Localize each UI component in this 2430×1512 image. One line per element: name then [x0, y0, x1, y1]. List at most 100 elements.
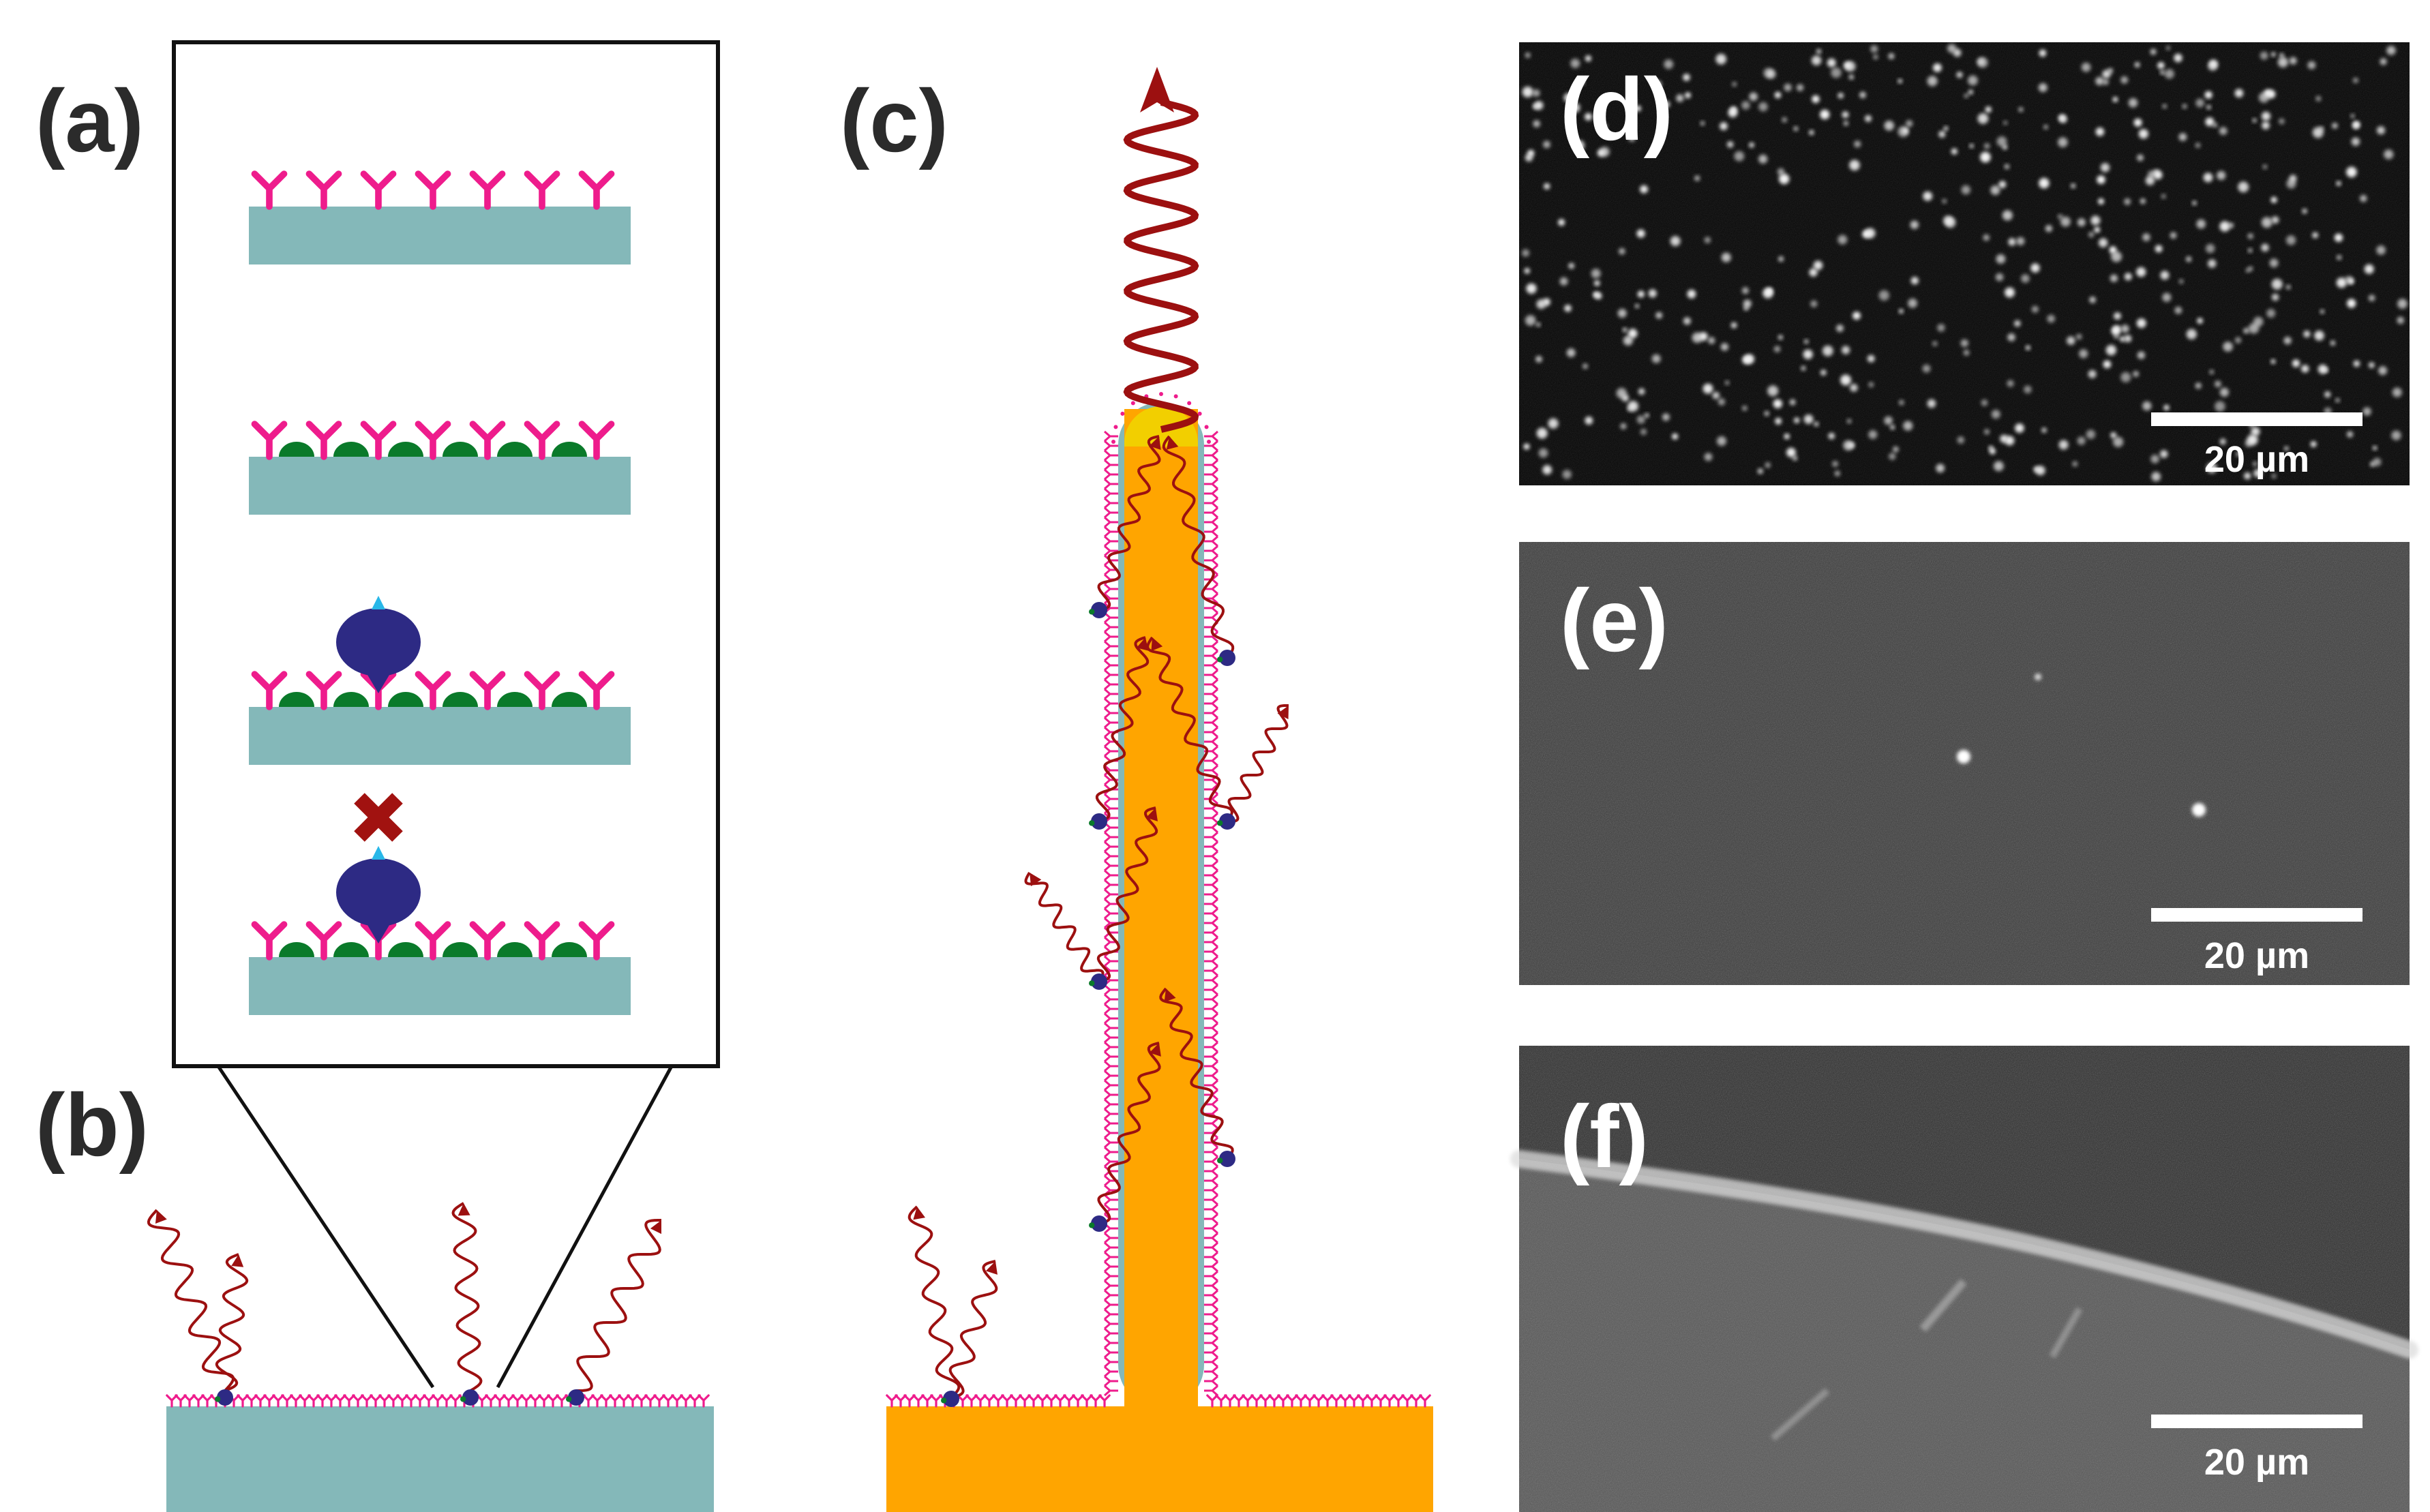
- antibody-icon: [1204, 1060, 1218, 1072]
- arrowhead: [1164, 988, 1176, 1002]
- emission-wave-icon: [1162, 435, 1235, 659]
- antibody-icon: [1104, 621, 1118, 633]
- antibody-icon: [1104, 1289, 1118, 1301]
- antibody-icon: [360, 170, 397, 210]
- antibody-icon: [1120, 411, 1125, 416]
- antibody-icon: [1104, 1155, 1118, 1168]
- antibody-icon: [494, 1394, 506, 1408]
- antibody-icon: [1104, 1117, 1118, 1130]
- antibody-icon: [1104, 707, 1118, 719]
- scale-label-e: 20 µm: [2204, 935, 2309, 976]
- antibody-icon: [1204, 955, 1218, 967]
- panel-label-b: (b): [35, 1075, 149, 1175]
- antibody-icon: [1104, 1022, 1118, 1034]
- antibody-icon: [1104, 1365, 1118, 1378]
- antibody-icon: [1204, 755, 1218, 767]
- antibody-icon: [957, 1394, 969, 1408]
- antibody-icon: [1204, 440, 1218, 452]
- antibody-icon: [1104, 984, 1118, 996]
- blocking-protein-icon: [552, 692, 587, 707]
- blocking-protein-icon: [497, 442, 532, 457]
- antibody-icon: [415, 921, 451, 961]
- antibody-icon: [245, 1394, 258, 1408]
- analyte-icon: [1091, 973, 1107, 990]
- scale-label-d: 20 µm: [2204, 439, 2309, 480]
- analyte-icon: [1091, 1215, 1107, 1232]
- antibody-icon: [1104, 1146, 1118, 1158]
- antibody-icon: [538, 1394, 550, 1408]
- arrowhead: [913, 1207, 926, 1220]
- antibody-icon: [1104, 659, 1118, 671]
- blocking-protein-icon: [1217, 1158, 1223, 1164]
- antibody-icon: [1204, 898, 1218, 910]
- spot: [2192, 803, 2206, 817]
- antibody-icon: [502, 1394, 515, 1408]
- antibody-icon: [1104, 898, 1118, 910]
- antibody-icon: [992, 1394, 1004, 1408]
- antibody-icon: [1028, 1394, 1040, 1408]
- scale-bar-d: [2151, 412, 2362, 426]
- antibody-icon: [1111, 440, 1115, 444]
- antibody-icon: [281, 1394, 293, 1408]
- antibody-icon: [1104, 1136, 1118, 1149]
- antibody-icon: [1204, 936, 1218, 948]
- antibody-icon: [1204, 1241, 1218, 1254]
- antibody-icon: [237, 1394, 249, 1408]
- antibody-icon: [1204, 1003, 1218, 1015]
- antibody-icon: [449, 1394, 462, 1408]
- guided-and-emitted-waves: [907, 435, 1289, 1399]
- antibody-icon: [1130, 401, 1135, 406]
- antibody-icon: [1204, 869, 1218, 881]
- antibody-icon: [1204, 1308, 1218, 1320]
- antibody-icon: [1286, 1394, 1298, 1408]
- analyte-icon: [1219, 650, 1235, 666]
- antibody-icon: [272, 1394, 284, 1408]
- antibody-icon: [1010, 1394, 1022, 1408]
- antibody-icon: [689, 1394, 701, 1408]
- antibody-icon: [1104, 1012, 1118, 1025]
- arrowhead: [155, 1210, 167, 1224]
- antibody-icon: [1104, 459, 1118, 471]
- arrowhead: [1166, 436, 1179, 450]
- analyte-icon: [943, 1391, 959, 1407]
- blocking-protein-icon: [1217, 820, 1223, 826]
- antibody-icon: [524, 671, 560, 710]
- emission-waves: [147, 1202, 661, 1392]
- antibody-icon: [1204, 888, 1218, 901]
- arrowhead: [650, 1220, 661, 1235]
- filament: [2049, 1307, 2083, 1359]
- blocking-protein-icon: [388, 942, 423, 957]
- antibody-icon: [1104, 993, 1118, 1006]
- antibody-icon: [1304, 1394, 1316, 1408]
- blocking-protein-icon: [460, 1396, 466, 1402]
- antibody-icon: [1173, 394, 1178, 399]
- antibody-icon: [415, 170, 451, 210]
- antibody-icon: [1104, 793, 1118, 805]
- antibody-icon: [524, 921, 560, 961]
- antibody-icon: [1204, 1365, 1218, 1378]
- antibody-icon: [1204, 678, 1218, 691]
- panel-label-d: (d): [1560, 59, 1673, 159]
- antibody-icon: [192, 1394, 205, 1408]
- antibody-icon: [1204, 650, 1218, 662]
- antibody-icon: [1036, 1394, 1049, 1408]
- arrowhead: [1149, 436, 1161, 450]
- antibody-icon: [1204, 1146, 1218, 1158]
- analyte-icon: [462, 1389, 479, 1406]
- antibody-icon: [511, 1394, 524, 1408]
- antibody-icon: [1204, 478, 1218, 490]
- antibody-icon: [618, 1394, 630, 1408]
- antibody-icon: [1204, 688, 1218, 700]
- analyte-icon: [336, 608, 421, 676]
- blocking-protein-icon: [552, 442, 587, 457]
- antibody-icon: [1104, 1337, 1118, 1349]
- antibody-icon: [1104, 1060, 1118, 1072]
- antibody-icon: [983, 1394, 995, 1408]
- antibody-icon: [1366, 1394, 1378, 1408]
- antibody-icon: [1215, 1394, 1227, 1408]
- antibody-icon: [1419, 1394, 1431, 1408]
- antibody-icon: [432, 1394, 444, 1408]
- blocking-protein-icon: [497, 942, 532, 957]
- analyte-icon: [1219, 813, 1235, 830]
- blocking-protein-icon: [941, 1397, 947, 1404]
